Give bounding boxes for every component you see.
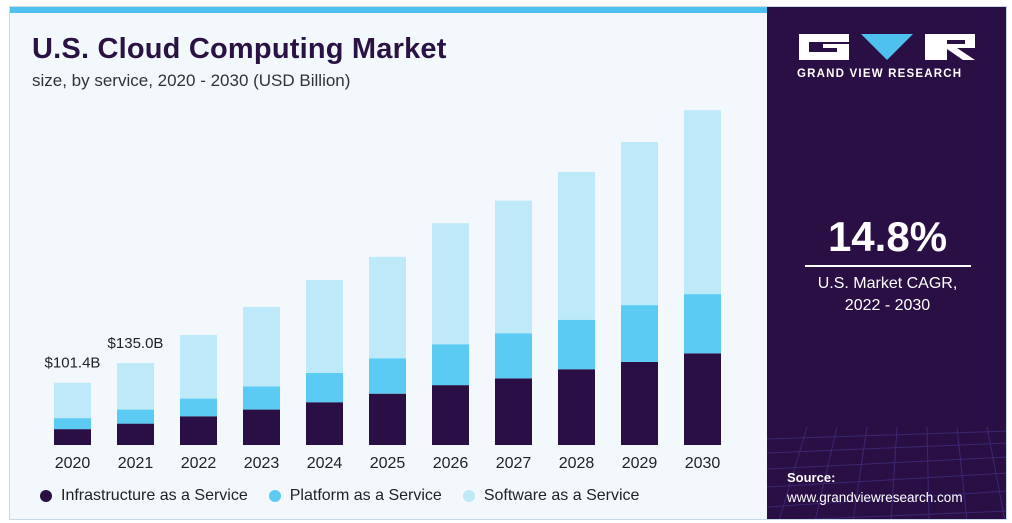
bar-2026-software-as-a-service (432, 223, 469, 345)
x-tick-label-2030: 2030 (685, 455, 721, 472)
bar-2023-software-as-a-service (243, 306, 280, 387)
cagr-period: 2022 - 2030 (844, 297, 931, 314)
x-tick-label-2020: 2020 (55, 455, 91, 472)
bar-2026-infrastructure-as-a-service (432, 385, 469, 445)
bar-2020-infrastructure-as-a-service (54, 429, 91, 445)
bar-2020-platform-as-a-service (54, 418, 91, 430)
bar-2030-platform-as-a-service (684, 294, 721, 354)
x-tick-label-2029: 2029 (622, 455, 658, 472)
cagr-label: U.S. Market CAGR, (817, 275, 958, 292)
legend-label-paas: Platform as a Service (289, 487, 442, 504)
x-tick-label-2026: 2026 (433, 455, 469, 472)
bar-2024-software-as-a-service (306, 280, 343, 373)
grand-view-research-logo: GRAND VIEW RESEARCH (797, 32, 977, 80)
bar-2029-software-as-a-service (621, 141, 658, 306)
bar-2025-software-as-a-service (369, 256, 406, 359)
bar-2021-infrastructure-as-a-service (117, 423, 154, 445)
x-tick-label-2023: 2023 (244, 455, 280, 472)
infographic-frame: U.S. Cloud Computing Market size, by ser… (9, 6, 1007, 520)
cagr-value: 14.8% (827, 213, 948, 260)
cagr-divider (805, 265, 971, 267)
chart-subtitle: size, by service, 2020 - 2030 (USD Billi… (32, 71, 351, 90)
bar-2024-infrastructure-as-a-service (306, 402, 343, 445)
bar-2020-software-as-a-service (54, 382, 91, 419)
grid-pattern-decoration (767, 426, 1006, 519)
bar-2023-platform-as-a-service (243, 386, 280, 410)
data-label-2020: $101.4B (45, 355, 101, 372)
legend-item-saas: Software as a Service (462, 487, 640, 505)
bar-2023-infrastructure-as-a-service (243, 409, 280, 445)
bar-2022-platform-as-a-service (180, 398, 217, 417)
legend-item-paas: Platform as a Service (268, 487, 442, 505)
accent-top-bar (10, 7, 1006, 13)
logo-mark (799, 34, 975, 60)
bar-2027-platform-as-a-service (495, 333, 532, 379)
bar-2025-platform-as-a-service (369, 358, 406, 394)
bar-2025-infrastructure-as-a-service (369, 393, 406, 445)
bar-2027-infrastructure-as-a-service (495, 378, 532, 445)
bar-2024-platform-as-a-service (306, 372, 343, 403)
x-tick-label-2025: 2025 (370, 455, 406, 472)
logo-text: GRAND VIEW RESEARCH (797, 68, 963, 80)
legend-item-iaas: Infrastructure as a Service (40, 487, 248, 505)
x-tick-label-2022: 2022 (181, 455, 217, 472)
bar-2021-platform-as-a-service (117, 409, 154, 424)
legend-swatch-iaas (40, 490, 52, 502)
legend-label-iaas: Infrastructure as a Service (61, 487, 248, 504)
data-label-2021: $135.0B (108, 335, 164, 352)
bar-2026-platform-as-a-service (432, 344, 469, 386)
x-tick-label-2028: 2028 (559, 455, 595, 472)
bar-2030-software-as-a-service (684, 110, 721, 295)
source-url: www.grandviewresearch.com (787, 490, 963, 505)
bar-2029-infrastructure-as-a-service (621, 361, 658, 445)
side-panel: GRAND VIEW RESEARCH 14.8% U.S. Market CA… (767, 7, 1006, 519)
legend-label-saas: Software as a Service (483, 487, 640, 504)
bar-2027-software-as-a-service (495, 200, 532, 334)
bar-2022-software-as-a-service (180, 335, 217, 399)
x-tick-label-2024: 2024 (307, 455, 343, 472)
bar-2030-infrastructure-as-a-service (684, 353, 721, 445)
source-label: Source: (787, 470, 836, 485)
chart-legend: Infrastructure as a Service Platform as … (40, 487, 660, 505)
bar-2029-platform-as-a-service (621, 305, 658, 362)
x-tick-label-2021: 2021 (118, 455, 154, 472)
bar-2028-platform-as-a-service (558, 319, 595, 370)
bar-2028-software-as-a-service (558, 171, 595, 320)
bar-2028-infrastructure-as-a-service (558, 369, 595, 445)
bar-2022-infrastructure-as-a-service (180, 416, 217, 445)
legend-swatch-saas (462, 490, 475, 502)
chart-title: U.S. Cloud Computing Market (32, 33, 447, 65)
stacked-bar-chart: 2020 2021 2022 2023 2024 2025 2026 2027 2028 2029… (45, 110, 721, 472)
bar-2021-software-as-a-service (117, 363, 154, 410)
legend-swatch-paas (268, 490, 281, 502)
x-tick-label-2027: 2027 (496, 455, 532, 472)
